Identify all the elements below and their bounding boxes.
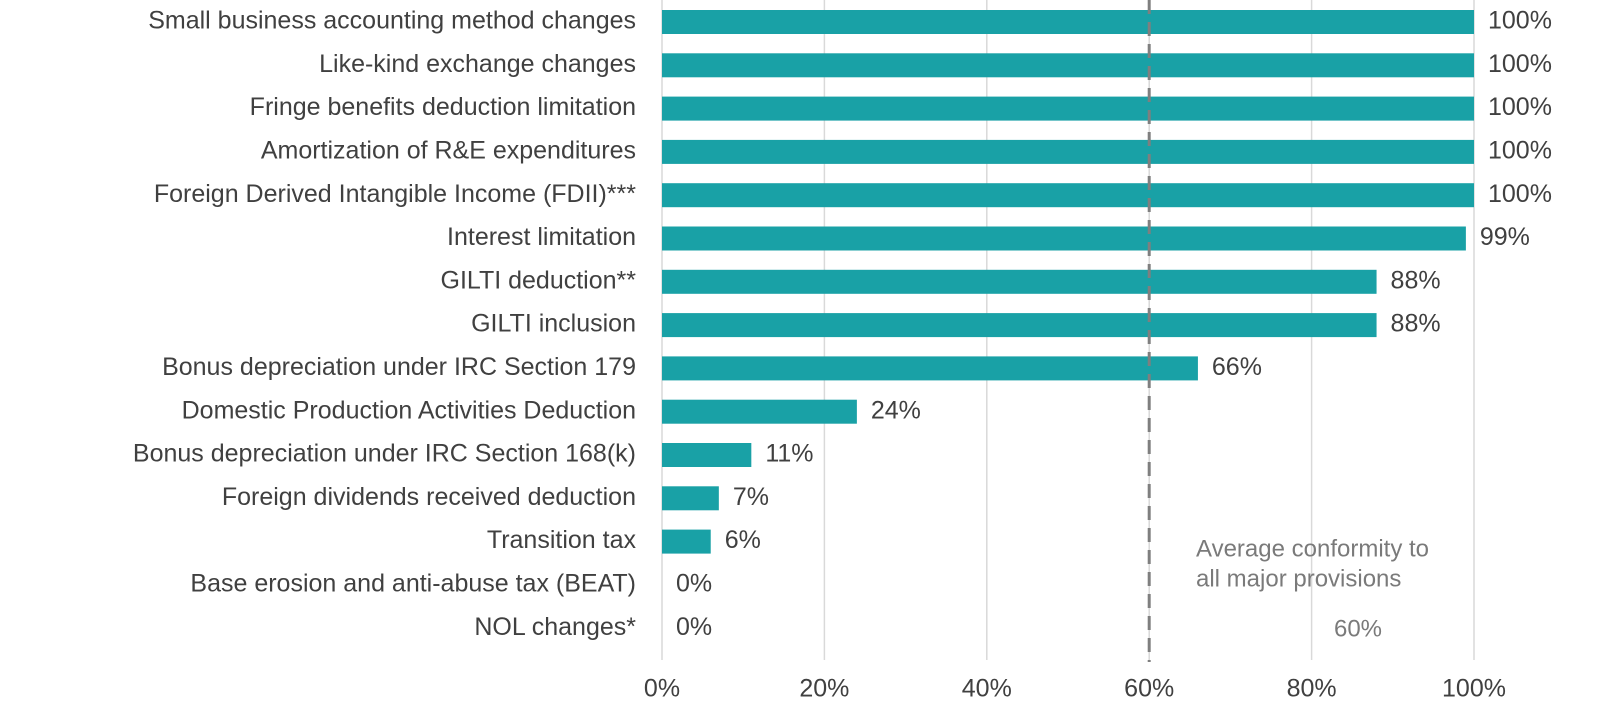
category-label: Foreign dividends received deduction bbox=[222, 483, 636, 511]
category-label: Bonus depreciation under IRC Section 179 bbox=[162, 353, 636, 381]
category-label: Bonus depreciation under IRC Section 168… bbox=[133, 440, 636, 468]
bar bbox=[662, 313, 1377, 338]
value-label: 88% bbox=[1391, 266, 1441, 294]
x-tick-label: 60% bbox=[1124, 675, 1174, 703]
category-label: Base erosion and anti-abuse tax (BEAT) bbox=[190, 570, 636, 598]
average-annotation: all major provisions bbox=[1196, 565, 1401, 592]
value-label: 100% bbox=[1488, 137, 1552, 165]
value-label: 100% bbox=[1488, 7, 1552, 35]
category-label: GILTI inclusion bbox=[471, 310, 636, 338]
x-tick-label: 20% bbox=[799, 675, 849, 703]
bar bbox=[662, 53, 1474, 78]
category-label: Domestic Production Activities Deduction bbox=[182, 396, 636, 424]
category-label: GILTI deduction** bbox=[441, 266, 637, 294]
x-tick-label: 80% bbox=[1287, 675, 1337, 703]
bar bbox=[662, 139, 1474, 164]
category-label: Like-kind exchange changes bbox=[319, 50, 636, 78]
bar bbox=[662, 96, 1474, 121]
value-label: 7% bbox=[733, 483, 769, 511]
x-tick-label: 100% bbox=[1442, 675, 1506, 703]
value-label: 11% bbox=[765, 440, 813, 468]
value-label: 24% bbox=[871, 396, 921, 424]
category-label: NOL changes* bbox=[474, 613, 636, 641]
average-annotation: Average conformity to bbox=[1196, 535, 1429, 562]
x-tick-label: 40% bbox=[962, 675, 1012, 703]
bar bbox=[662, 356, 1198, 381]
value-label: 0% bbox=[676, 570, 712, 598]
category-label: Foreign Derived Intangible Income (FDII)… bbox=[154, 180, 636, 208]
bar bbox=[662, 529, 711, 554]
value-label: 88% bbox=[1391, 310, 1441, 338]
bar bbox=[662, 183, 1474, 208]
bar bbox=[662, 226, 1466, 251]
value-label: 99% bbox=[1480, 223, 1530, 251]
bar bbox=[662, 443, 752, 467]
bar bbox=[662, 269, 1377, 294]
x-tick-label: 0% bbox=[644, 675, 680, 703]
category-label: Amortization of R&E expenditures bbox=[261, 137, 636, 165]
average-label: 60% bbox=[1334, 615, 1382, 642]
category-label: Small business accounting method changes bbox=[148, 7, 636, 35]
category-label: Fringe benefits deduction limitation bbox=[250, 93, 636, 121]
category-label: Transition tax bbox=[487, 526, 637, 554]
category-label: Interest limitation bbox=[447, 223, 636, 251]
value-label: 100% bbox=[1488, 50, 1552, 78]
value-label: 100% bbox=[1488, 180, 1552, 208]
value-label: 0% bbox=[676, 613, 712, 641]
bar bbox=[662, 399, 857, 424]
value-label: 100% bbox=[1488, 93, 1552, 121]
bar bbox=[662, 10, 1474, 34]
value-label: 66% bbox=[1212, 353, 1262, 381]
bar bbox=[662, 486, 719, 511]
value-label: 6% bbox=[725, 526, 761, 554]
